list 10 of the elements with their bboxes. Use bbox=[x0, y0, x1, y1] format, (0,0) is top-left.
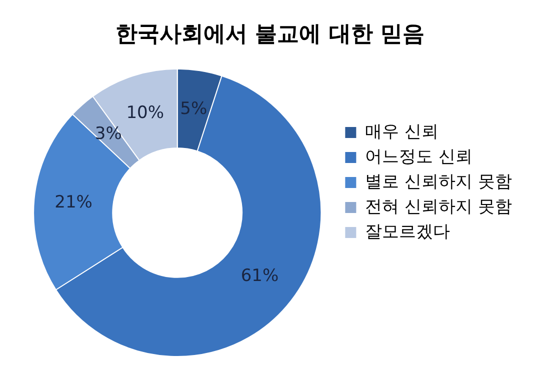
legend-label: 별로 신뢰하지 못함 bbox=[365, 172, 512, 192]
chart-title: 한국사회에서 불교에 대한 믿음 bbox=[116, 22, 424, 47]
data-label: 5% bbox=[180, 99, 208, 120]
legend-label: 어느정도 신뢰 bbox=[365, 146, 473, 167]
data-label: 61% bbox=[240, 266, 279, 286]
legend-label: 매우 신뢰 bbox=[365, 122, 439, 142]
legend-label: 잘모르겠다 bbox=[365, 222, 450, 242]
legend-label: 전혀 신뢰하지 못함 bbox=[365, 196, 512, 217]
data-label: 10% bbox=[126, 102, 164, 123]
data-label: 21% bbox=[54, 192, 92, 212]
